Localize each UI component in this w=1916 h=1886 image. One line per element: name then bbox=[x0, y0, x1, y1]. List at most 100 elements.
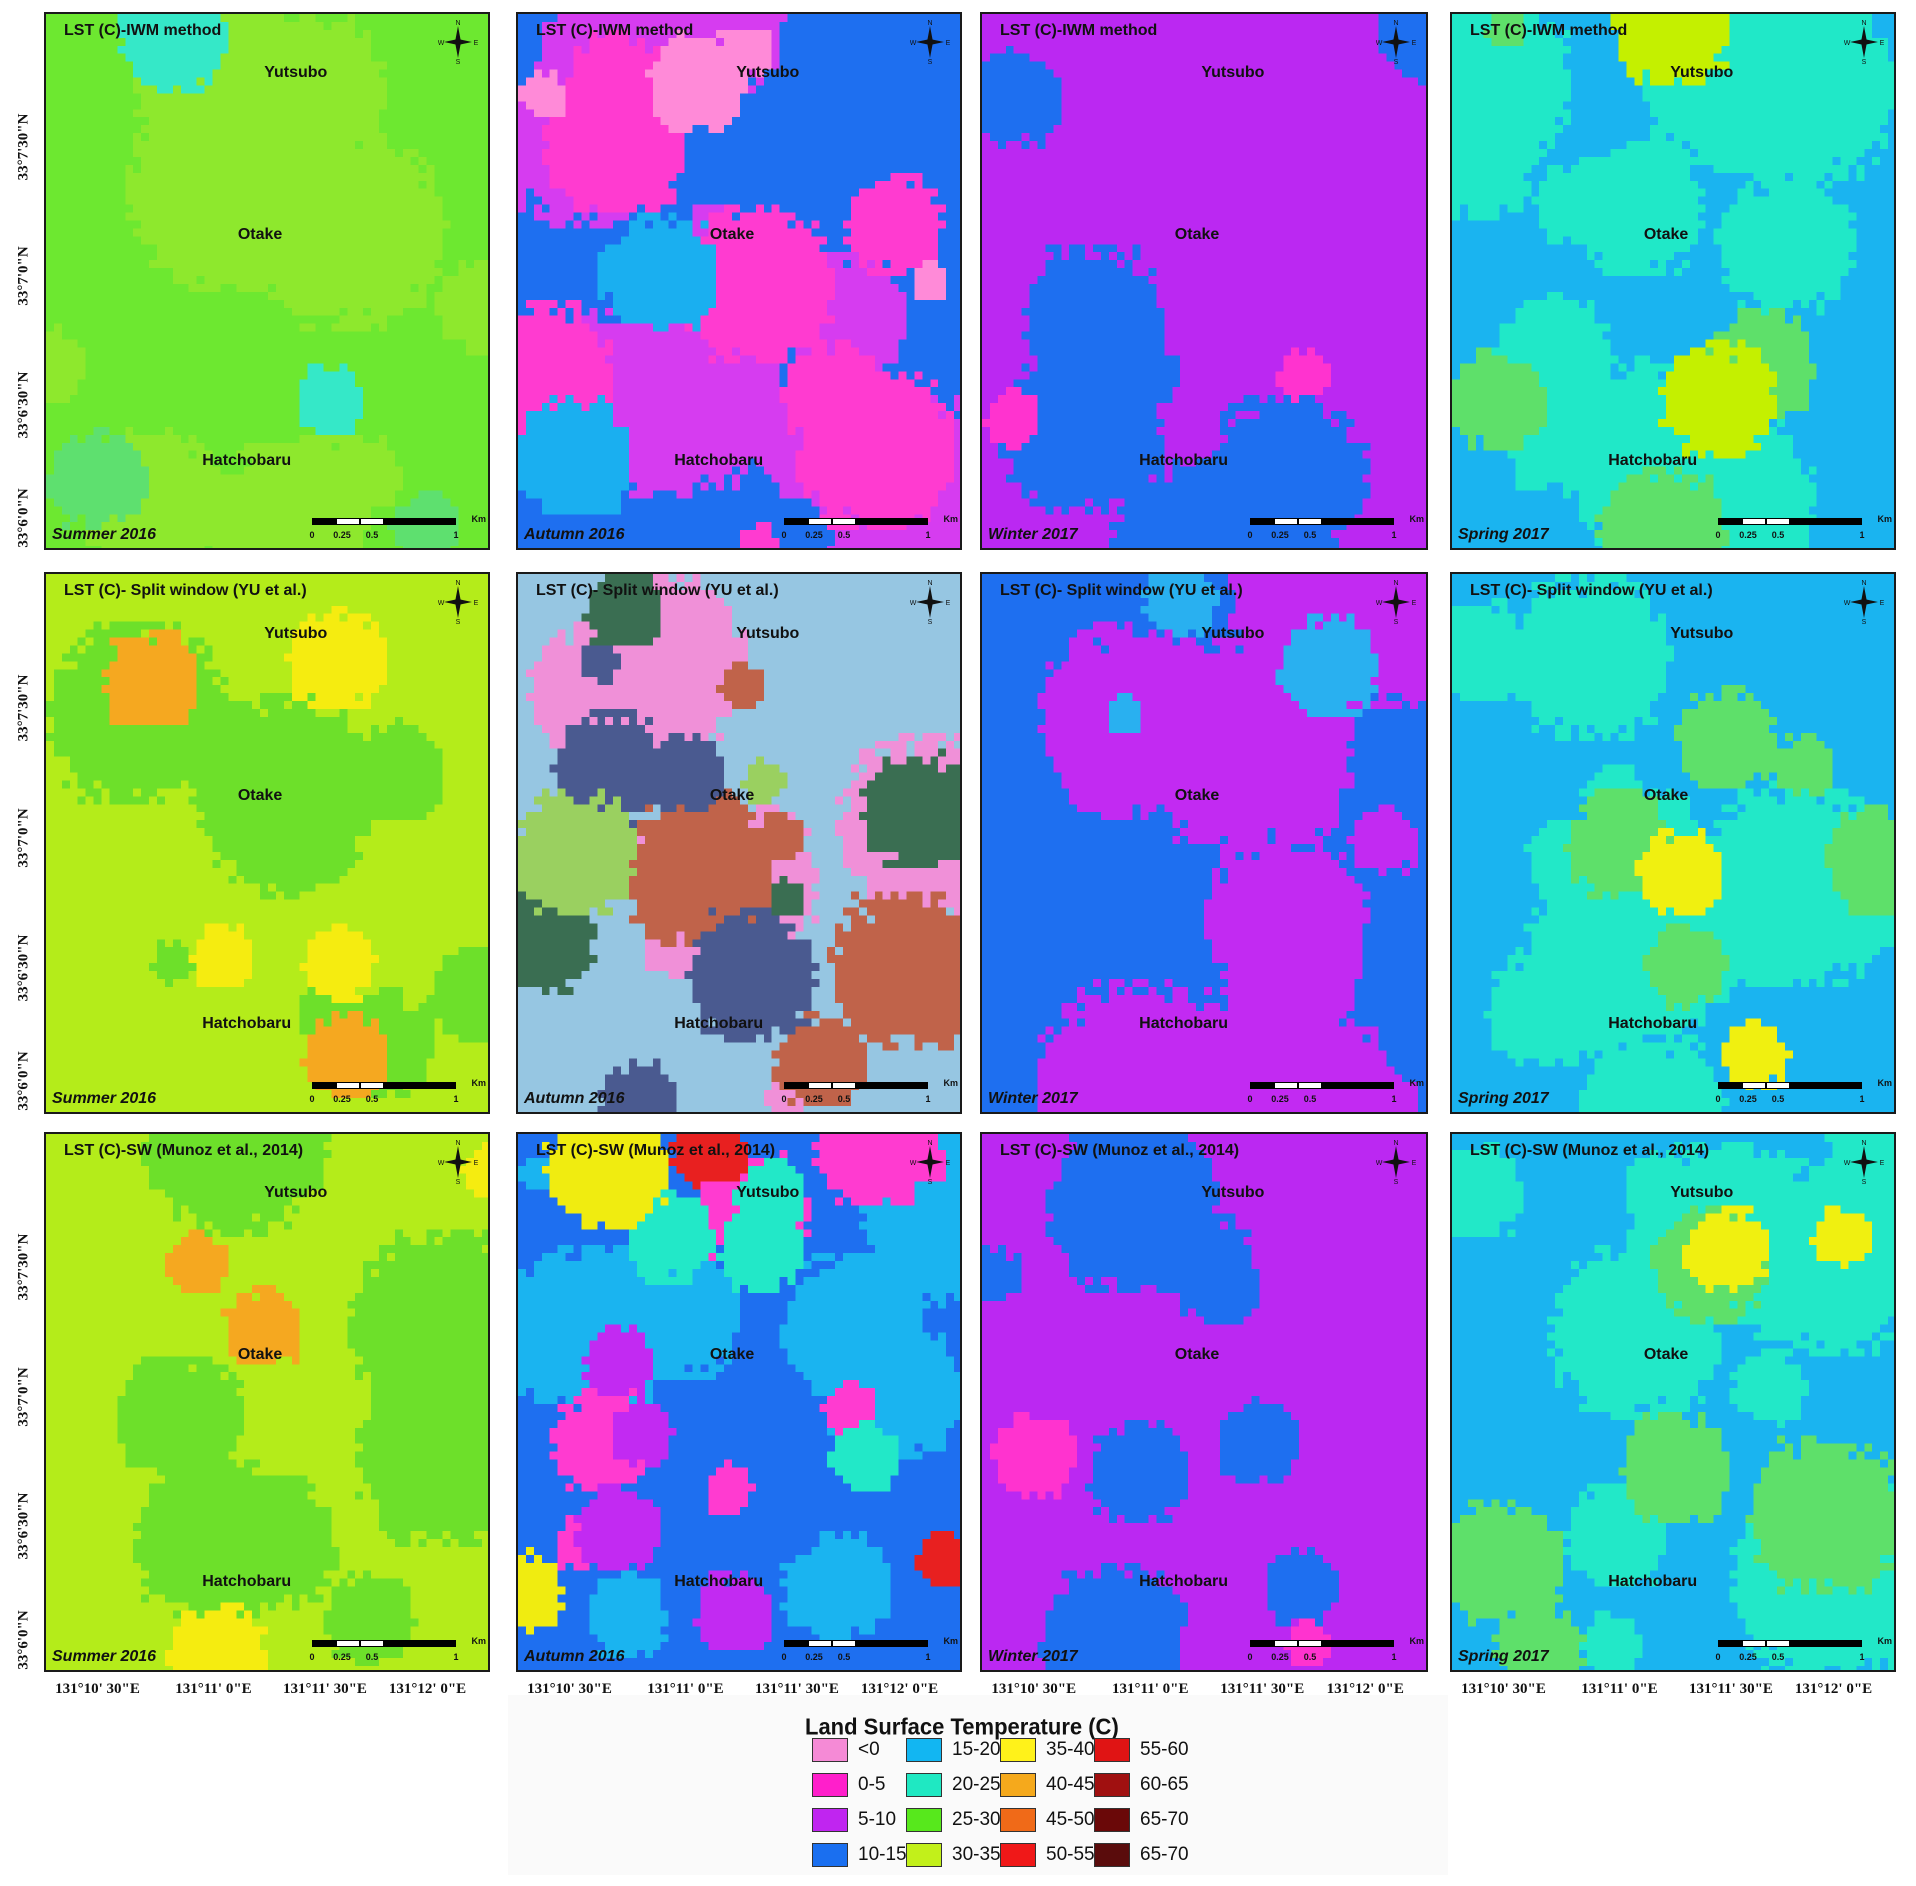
legend-swatch bbox=[906, 1808, 942, 1832]
legend-swatch bbox=[906, 1843, 942, 1867]
scale-segment bbox=[384, 1082, 456, 1089]
scale-tick-label: 0.5 bbox=[1772, 530, 1785, 540]
scale-unit-label: Km bbox=[471, 514, 486, 524]
scale-tick-label: 0.5 bbox=[1772, 1094, 1785, 1104]
longitude-label: 131°11' 30"E bbox=[1220, 1681, 1304, 1698]
legend-label: 5-10 bbox=[858, 1809, 896, 1831]
scale-bar: 0 0.25 0.5 1 Km bbox=[309, 1636, 486, 1666]
scale-bar: 0 0.25 0.5 1 Km bbox=[309, 514, 486, 544]
scale-tick-label: 1 bbox=[1859, 530, 1864, 540]
scale-tick-label: 0 bbox=[1715, 530, 1720, 540]
scale-tick-label: 0 bbox=[309, 530, 314, 540]
panel-title: LST (C)- Split window (YU et al.) bbox=[1470, 582, 1713, 600]
legend-label: 0-5 bbox=[858, 1774, 885, 1796]
legend-swatch bbox=[1000, 1773, 1036, 1797]
scale-unit-label: Km bbox=[943, 1078, 958, 1088]
longitude-label: 131°11' 0"E bbox=[647, 1681, 723, 1698]
legend-label: 15-20 bbox=[952, 1739, 1001, 1761]
place-label: Yutsubo bbox=[736, 1184, 799, 1202]
place-label: Yutsubo bbox=[1201, 64, 1264, 82]
scale-segment bbox=[1322, 1082, 1394, 1089]
scale-unit-label: Km bbox=[943, 1636, 958, 1646]
longitude-label: 131°11' 0"E bbox=[1581, 1681, 1657, 1698]
scale-tick-label: 1 bbox=[925, 1094, 930, 1104]
place-label: Yutsubo bbox=[736, 625, 799, 643]
place-label: Yutsubo bbox=[1670, 64, 1733, 82]
scale-tick-label: 1 bbox=[453, 1094, 458, 1104]
scale-tick-label: 1 bbox=[1391, 1094, 1396, 1104]
scale-segment bbox=[1766, 1640, 1790, 1647]
scale-segment bbox=[1298, 1640, 1322, 1647]
panel-title: LST (C)-SW (Munoz et al., 2014) bbox=[1470, 1142, 1709, 1160]
latitude-label: 33°7'30"N bbox=[16, 113, 33, 180]
legend-item: 40-45 bbox=[1000, 1771, 1095, 1799]
scale-segment bbox=[1766, 1082, 1790, 1089]
panel-title: LST (C)-IWM method bbox=[1470, 22, 1627, 40]
scale-segment bbox=[832, 1640, 856, 1647]
scale-segment bbox=[1298, 1082, 1322, 1089]
scale-bar: 0 0.25 0.5 1 Km bbox=[781, 1078, 958, 1108]
place-label: Yutsubo bbox=[736, 64, 799, 82]
lst-map-panel: LST (C)- Split window (YU et al.) Yutsubo… bbox=[980, 572, 1428, 1114]
scale-segment bbox=[1742, 1640, 1766, 1647]
lst-map-panel: LST (C)-IWM method Yutsubo Otake Hatchobaru… bbox=[44, 12, 490, 550]
legend-item: 45-50 bbox=[1000, 1806, 1095, 1834]
scale-segment bbox=[808, 518, 832, 525]
scale-segment bbox=[832, 1082, 856, 1089]
scale-segment bbox=[784, 1640, 808, 1647]
scale-tick-label: 0.5 bbox=[1304, 530, 1317, 540]
latitude-label: 33°6'30"N bbox=[16, 371, 33, 438]
scale-segment bbox=[312, 518, 336, 525]
season-label: Autumn 2016 bbox=[524, 1090, 624, 1108]
longitude-label: 131°10' 30"E bbox=[527, 1681, 612, 1698]
place-label: Hatchobaru bbox=[1608, 1015, 1697, 1033]
scale-tick-label: 0 bbox=[309, 1094, 314, 1104]
legend-swatch bbox=[1000, 1808, 1036, 1832]
scale-tick-label: 1 bbox=[453, 1652, 458, 1662]
scale-tick-label: 1 bbox=[1391, 1652, 1396, 1662]
scale-tick-label: 1 bbox=[453, 530, 458, 540]
scale-segment bbox=[1250, 518, 1274, 525]
lst-raster bbox=[1452, 1134, 1894, 1670]
legend-label: 45-50 bbox=[1046, 1809, 1095, 1831]
scale-segment bbox=[1274, 1640, 1298, 1647]
legend-background bbox=[508, 1695, 1448, 1875]
scale-tick-label: 1 bbox=[1391, 530, 1396, 540]
longitude-label: 131°12' 0"E bbox=[389, 1681, 466, 1698]
season-label: Winter 2017 bbox=[988, 1090, 1078, 1108]
scale-tick-label: 0.5 bbox=[366, 1652, 379, 1662]
place-label: Otake bbox=[1175, 1346, 1219, 1364]
legend-swatch bbox=[812, 1738, 848, 1762]
place-label: Yutsubo bbox=[264, 625, 327, 643]
scale-segment bbox=[1274, 1082, 1298, 1089]
lst-raster bbox=[518, 574, 960, 1112]
scale-tick-label: 0.5 bbox=[1304, 1652, 1317, 1662]
scale-tick-label: 0.5 bbox=[366, 1094, 379, 1104]
scale-tick-label: 0 bbox=[1715, 1652, 1720, 1662]
scale-segment bbox=[1274, 518, 1298, 525]
lst-map-panel: LST (C)-SW (Munoz et al., 2014) Yutsubo Ot… bbox=[1450, 1132, 1896, 1672]
season-label: Autumn 2016 bbox=[524, 1648, 624, 1666]
season-label: Summer 2016 bbox=[52, 526, 156, 544]
latitude-label: 33°6'30"N bbox=[16, 1493, 33, 1560]
scale-bar: 0 0.25 0.5 1 Km bbox=[1715, 1636, 1892, 1666]
longitude-label: 131°11' 0"E bbox=[1112, 1681, 1188, 1698]
place-label: Yutsubo bbox=[1201, 1184, 1264, 1202]
scale-tick-label: 0 bbox=[781, 1652, 786, 1662]
scale-segment bbox=[1718, 1640, 1742, 1647]
scale-tick-label: 0.5 bbox=[838, 1652, 851, 1662]
scale-segment bbox=[384, 1640, 456, 1647]
place-label: Hatchobaru bbox=[202, 452, 291, 470]
legend-swatch bbox=[812, 1773, 848, 1797]
svg-text:E: E bbox=[474, 40, 478, 47]
lst-raster bbox=[518, 1134, 960, 1670]
scale-segment bbox=[808, 1640, 832, 1647]
lst-map-panel: LST (C)-SW (Munoz et al., 2014) Yutsubo Ot… bbox=[44, 1132, 490, 1672]
longitude-label: 131°11' 30"E bbox=[1689, 1681, 1773, 1698]
lst-raster bbox=[518, 14, 960, 548]
